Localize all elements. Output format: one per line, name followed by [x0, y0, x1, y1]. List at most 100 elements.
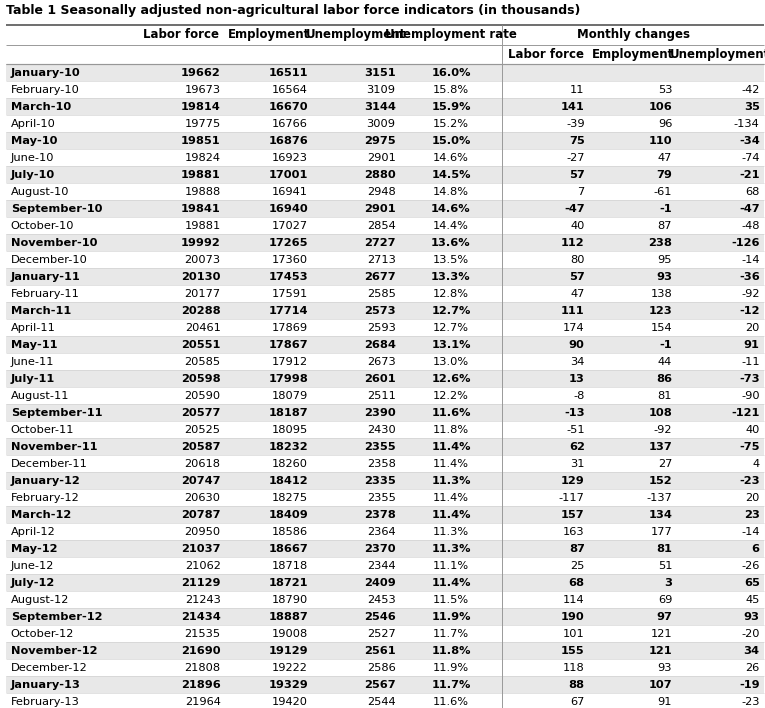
Bar: [225, 166, 313, 183]
Bar: [502, 251, 589, 268]
Bar: [138, 98, 225, 115]
Text: 3151: 3151: [364, 68, 396, 78]
Bar: [313, 693, 400, 708]
Text: 11.3%: 11.3%: [431, 544, 470, 554]
Text: May-11: May-11: [11, 340, 57, 350]
Bar: [225, 285, 313, 302]
Bar: [400, 642, 502, 659]
Bar: [138, 642, 225, 659]
Bar: [6, 251, 138, 268]
Bar: [138, 183, 225, 200]
Bar: [400, 591, 502, 608]
Text: July-11: July-11: [11, 374, 55, 384]
Text: 17453: 17453: [269, 272, 308, 282]
Bar: [225, 268, 313, 285]
Bar: [589, 200, 677, 217]
Bar: [225, 251, 313, 268]
Text: July-12: July-12: [11, 578, 55, 588]
Bar: [400, 285, 502, 302]
Text: 79: 79: [656, 170, 672, 180]
Bar: [6, 574, 138, 591]
Bar: [502, 217, 589, 234]
Text: 11.4%: 11.4%: [433, 459, 469, 469]
Bar: [225, 64, 313, 81]
Text: June-10: June-10: [11, 153, 54, 163]
Bar: [6, 506, 138, 523]
Text: 20073: 20073: [184, 255, 220, 265]
Text: 31: 31: [570, 459, 584, 469]
Text: 2880: 2880: [364, 170, 396, 180]
Bar: [589, 64, 677, 81]
Bar: [138, 591, 225, 608]
Text: -1: -1: [659, 204, 672, 214]
Bar: [313, 455, 400, 472]
Text: 134: 134: [648, 510, 672, 520]
Bar: [313, 353, 400, 370]
Bar: [138, 268, 225, 285]
Bar: [677, 642, 764, 659]
Text: May-12: May-12: [11, 544, 57, 554]
Text: 14.6%: 14.6%: [431, 204, 470, 214]
Bar: [225, 642, 313, 659]
Text: 2567: 2567: [364, 680, 396, 690]
Bar: [225, 625, 313, 642]
Text: September-10: September-10: [11, 204, 103, 214]
Bar: [677, 523, 764, 540]
Bar: [313, 302, 400, 319]
Text: 19775: 19775: [184, 119, 220, 129]
Text: 20: 20: [745, 493, 760, 503]
Bar: [502, 81, 589, 98]
Text: 11.9%: 11.9%: [431, 612, 470, 622]
Text: -92: -92: [741, 289, 760, 299]
Bar: [677, 115, 764, 132]
Text: 2585: 2585: [366, 289, 396, 299]
Text: 21690: 21690: [181, 646, 220, 656]
Text: 12.7%: 12.7%: [433, 323, 469, 333]
Bar: [677, 574, 764, 591]
Text: 13.6%: 13.6%: [431, 238, 470, 248]
Text: December-10: December-10: [11, 255, 87, 265]
Bar: [138, 353, 225, 370]
Bar: [589, 404, 677, 421]
Bar: [589, 115, 677, 132]
Bar: [400, 217, 502, 234]
Bar: [502, 472, 589, 489]
Bar: [225, 234, 313, 251]
Text: 2901: 2901: [364, 204, 396, 214]
Text: July-10: July-10: [11, 170, 55, 180]
Text: 2453: 2453: [367, 595, 396, 605]
Bar: [502, 285, 589, 302]
Bar: [225, 506, 313, 523]
Bar: [589, 438, 677, 455]
Bar: [677, 319, 764, 336]
Bar: [589, 642, 677, 659]
Text: 21037: 21037: [181, 544, 220, 554]
Bar: [6, 370, 138, 387]
Bar: [400, 557, 502, 574]
Text: 11.7%: 11.7%: [433, 629, 469, 639]
Text: -48: -48: [741, 221, 760, 231]
Text: June-12: June-12: [11, 561, 54, 571]
Bar: [225, 149, 313, 166]
Text: 2975: 2975: [364, 136, 396, 146]
Bar: [313, 489, 400, 506]
Text: 17591: 17591: [272, 289, 308, 299]
Bar: [502, 438, 589, 455]
Bar: [677, 438, 764, 455]
Text: January-13: January-13: [11, 680, 80, 690]
Bar: [677, 336, 764, 353]
Bar: [502, 421, 589, 438]
Bar: [6, 438, 138, 455]
Bar: [589, 693, 677, 708]
Bar: [589, 659, 677, 676]
Text: 20177: 20177: [184, 289, 220, 299]
Bar: [589, 268, 677, 285]
Bar: [313, 98, 400, 115]
Text: 2544: 2544: [367, 697, 396, 707]
Text: 111: 111: [561, 306, 584, 316]
Bar: [502, 268, 589, 285]
Text: October-11: October-11: [11, 425, 74, 435]
Text: 21434: 21434: [181, 612, 220, 622]
Text: 12.7%: 12.7%: [431, 306, 470, 316]
Bar: [400, 251, 502, 268]
